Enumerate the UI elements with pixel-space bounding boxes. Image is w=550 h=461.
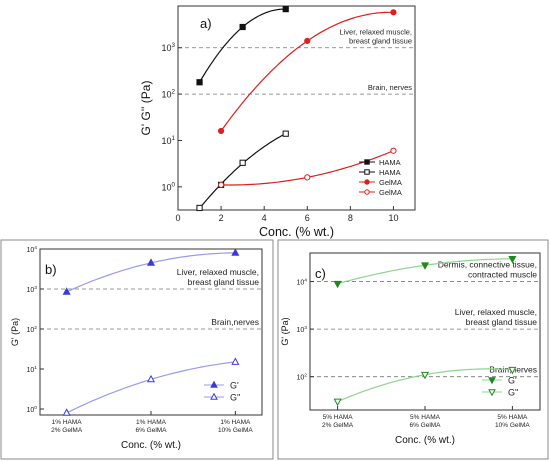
legend-label-a-0: HAMA: [379, 158, 401, 167]
reference-label-c-0-0: Dermis, connective tissue,: [438, 260, 537, 270]
data-point-b-0-2: [231, 248, 240, 256]
y-axis-label-b: G' (Pa): [10, 318, 20, 346]
reference-label-c-0-1: contracted muscle: [468, 270, 537, 280]
legend-label-b-0: G': [230, 381, 239, 391]
data-point-a-2-0: [217, 127, 225, 135]
y-tick-label-c-2: 104: [296, 277, 307, 286]
legend-marker-b-1: [210, 392, 218, 400]
x-axis-label-b: Conc. (% wt.): [121, 440, 181, 451]
legend-label-a-1: HAMA: [379, 168, 401, 177]
data-point-b-0-1: [146, 258, 156, 266]
x-tick-label-b-1-1: 6% GelMA: [135, 427, 167, 434]
y-tick-label-b-2: 102: [26, 325, 37, 334]
x-tick-label-a-3: 6: [305, 213, 310, 223]
y-tick-label-a-2: 102: [161, 89, 175, 100]
data-point-b-0-0: [62, 287, 71, 295]
legend-marker-c-1: [488, 389, 496, 397]
x-tick-label-c-0-1: 2% GelMA: [322, 422, 354, 429]
data-point-a-0-1: [239, 23, 246, 31]
x-tick-label-b-2-0: 1% HAMA: [220, 419, 251, 426]
y-tick-label-b-3: 103: [26, 285, 37, 294]
x-tick-label-b-0-0: 1% HAMA: [52, 419, 83, 426]
data-point-c-1-1: [420, 371, 430, 380]
data-point-a-1-0: [196, 204, 203, 212]
reference-label-c-1-1: breast gland tissue: [466, 317, 538, 327]
legend-marker-a-2: [364, 179, 370, 185]
x-tick-label-c-0-0: 5% HAMA: [323, 414, 354, 421]
legend-label-a-3: GelMA: [379, 188, 402, 197]
y-tick-label-a-0: 100: [161, 181, 175, 192]
y-tick-label-a-3: 103: [161, 42, 175, 53]
x-tick-label-c-1-0: 5% HAMA: [410, 414, 441, 421]
reference-label-a-0-0: Liver, relaxed muscle,: [339, 28, 412, 37]
data-point-b-1-0: [62, 408, 71, 416]
data-point-a-1-2: [239, 159, 246, 166]
reference-label-a-0-1: breast gland tissue: [349, 37, 412, 46]
y-tick-label-c-0: 102: [296, 373, 307, 382]
data-point-a-1-3: [282, 130, 289, 137]
y-tick-label-b-1: 101: [26, 365, 37, 374]
reference-label-b-0-0: Liver, relaxed muscle,: [177, 267, 259, 277]
panel-label-c: c): [315, 266, 326, 281]
panel-frame-c: [277, 239, 549, 460]
data-point-a-3-2: [390, 147, 397, 154]
reference-label-c-1-0: Liver, relaxed muscle,: [455, 307, 537, 317]
legend-marker-c-0: [488, 377, 496, 385]
x-tick-label-a-0: 0: [175, 213, 180, 223]
x-axis-label-c: Conc. (% wt.): [395, 435, 455, 446]
trend-curve-b-1: [66, 361, 236, 414]
data-point-a-2-2: [390, 9, 397, 16]
data-point-c-0-2: [508, 255, 517, 264]
data-point-a-0-0: [196, 79, 203, 86]
legend-label-c-1: G'': [508, 388, 519, 398]
x-tick-label-a-1: 2: [219, 213, 224, 223]
y-tick-label-b-0: 100: [26, 405, 37, 414]
panel-label-b: b): [45, 262, 57, 277]
legend-marker-a-3: [364, 189, 370, 195]
data-point-c-0-1: [420, 262, 430, 270]
y-axis-label-c: G' (Pa): [280, 317, 290, 345]
data-point-c-1-0: [333, 398, 342, 407]
y-tick-label-b-4: 104: [26, 245, 37, 254]
data-point-c-1-2: [508, 366, 517, 375]
x-tick-label-c-2-0: 5% HAMA: [497, 414, 528, 421]
panel-label-a: a): [200, 16, 212, 31]
trend-curve-a-0: [198, 8, 286, 83]
data-point-b-1-2: [231, 357, 240, 365]
legend-label-b-1: G'': [230, 393, 241, 403]
x-tick-label-b-1-0: 1% HAMA: [136, 419, 167, 426]
plot-frame-a: [177, 5, 416, 211]
y-tick-label-a-1: 101: [161, 135, 175, 146]
x-tick-label-a-5: 10: [388, 213, 398, 223]
x-tick-label-c-1-1: 6% GelMA: [409, 422, 441, 429]
reference-label-b-1-0: Brain,nerves: [211, 317, 259, 327]
panel-frame-b: [0, 239, 274, 460]
legend-marker-b-0: [210, 380, 218, 388]
legend-marker-a-0: [364, 159, 370, 165]
trend-curve-a-1: [199, 133, 286, 209]
legend-marker-a-1: [364, 169, 370, 175]
x-tick-label-c-2-1: 10% GelMA: [495, 422, 530, 429]
x-tick-label-a-2: 4: [262, 213, 267, 223]
x-tick-label-b-2-1: 10% GelMA: [218, 427, 253, 434]
y-tick-label-c-1: 103: [296, 325, 307, 334]
data-point-b-1-1: [146, 374, 156, 383]
reference-label-b-0-1: breast gland tissue: [188, 277, 260, 287]
x-tick-label-a-4: 8: [348, 213, 353, 223]
data-point-a-3-0: [217, 181, 225, 188]
data-point-c-0-0: [333, 280, 342, 289]
legend-label-a-2: GelMA: [379, 178, 402, 187]
data-point-a-2-1: [304, 37, 311, 45]
legend-label-c-0: G': [508, 376, 517, 386]
reference-label-a-1-0: Brain, nerves: [368, 83, 412, 92]
data-point-a-3-1: [304, 174, 311, 181]
data-point-a-0-2: [282, 6, 289, 13]
x-axis-label-a: Conc. (% wt.): [259, 225, 334, 239]
x-tick-label-b-0-1: 2% GelMA: [51, 427, 83, 434]
y-axis-label-a: G' G'' (Pa): [139, 81, 153, 136]
